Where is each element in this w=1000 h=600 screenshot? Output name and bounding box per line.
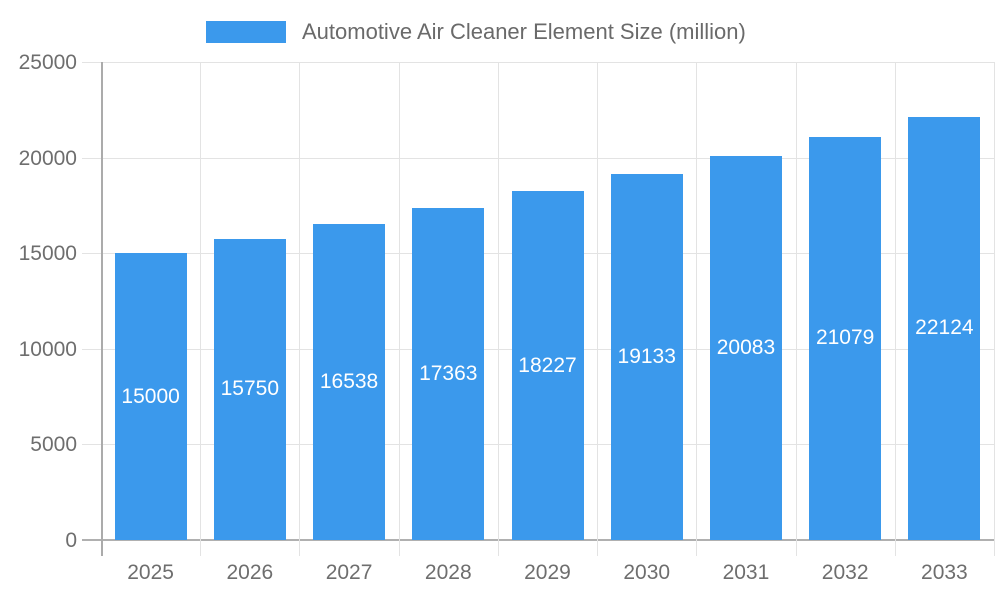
- y-axis-line: [101, 62, 103, 556]
- x-tick-label: 2032: [821, 561, 869, 584]
- bar[interactable]: [610, 174, 683, 540]
- y-tick: [82, 348, 101, 350]
- y-tick: [82, 157, 101, 159]
- legend-label: Automotive Air Cleaner Element Size (mil…: [302, 19, 746, 44]
- x-tick-label: 2031: [722, 561, 770, 584]
- y-tick-label: 5000: [30, 433, 77, 457]
- y-tick: [82, 444, 101, 446]
- bar[interactable]: [213, 238, 286, 540]
- bar[interactable]: [313, 223, 386, 540]
- gridline-y: [101, 157, 994, 159]
- y-tick-label: 20000: [18, 146, 77, 170]
- x-tick-label: 2025: [127, 561, 174, 584]
- x-tick-label: 2030: [623, 561, 671, 584]
- gridline-x: [795, 62, 797, 556]
- y-tick-label: 0: [65, 529, 77, 552]
- x-axis-baseline: [82, 539, 994, 541]
- y-tick: [82, 62, 101, 63]
- gridline-x: [497, 62, 499, 556]
- gridline-x: [894, 62, 896, 556]
- bar[interactable]: [114, 253, 187, 540]
- bar-value-label: 21079: [815, 326, 875, 350]
- gridline-x: [398, 62, 400, 556]
- bar-value-label: 15750: [220, 377, 280, 401]
- x-tick-label: 2033: [921, 561, 968, 584]
- bar-value-label: 22124: [915, 316, 974, 340]
- x-tick-label: 2029: [524, 561, 571, 584]
- gridline-y: [101, 62, 994, 63]
- bar-value-label: 16538: [319, 369, 379, 393]
- bar-value-label: 17363: [419, 362, 478, 385]
- bar-value-label: 19133: [617, 345, 676, 369]
- bar[interactable]: [412, 208, 485, 540]
- y-tick: [82, 253, 101, 255]
- bar[interactable]: [709, 156, 782, 540]
- gridline-x: [200, 62, 202, 556]
- bar-value-label: 15000: [121, 384, 180, 408]
- gridline-x: [299, 62, 301, 556]
- x-tick-label: 2028: [424, 561, 472, 584]
- bar-value-label: 18227: [518, 353, 577, 377]
- gridline-x: [994, 62, 995, 556]
- x-tick-label: 2026: [226, 561, 274, 584]
- x-tick-label: 2027: [325, 561, 373, 584]
- y-tick-label: 25000: [18, 51, 77, 74]
- y-tick-label: 15000: [18, 242, 77, 266]
- gridline-x: [597, 62, 599, 556]
- bar[interactable]: [511, 191, 584, 540]
- bar-value-label: 20083: [716, 336, 776, 359]
- bar[interactable]: [809, 136, 882, 540]
- legend-item[interactable]: Automotive Air Cleaner Element Size (mil…: [206, 19, 746, 45]
- bar[interactable]: [908, 116, 981, 540]
- legend-swatch: [206, 21, 286, 43]
- y-tick-label: 10000: [18, 337, 77, 361]
- gridline-x: [696, 62, 698, 556]
